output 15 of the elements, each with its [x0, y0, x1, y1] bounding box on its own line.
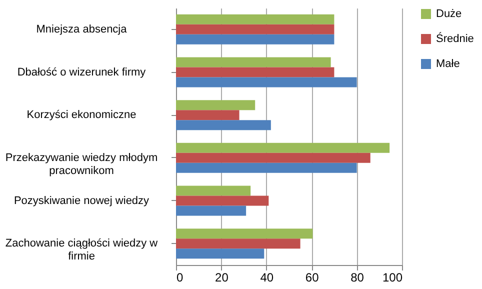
x-tick-label: 20: [215, 270, 229, 284]
y-tick-label: Korzyści ekonomiczne: [26, 109, 136, 122]
legend-label: Średnie: [436, 32, 474, 45]
x-tick-label: 60: [305, 270, 320, 284]
y-tick-label: Zachowanie ciągłości wiedzy w firmie: [5, 238, 158, 263]
y-tick-label: Przekazywanie wiedzy młodym pracownikom: [5, 152, 158, 177]
y-tick-label: Mniejsza absencja: [36, 23, 128, 36]
x-tick-label: 0: [176, 270, 184, 284]
y-tick-label: Dbałość o wizerunek firmy: [17, 66, 146, 78]
y-tick-label: Pozyskiwanie nowej wiedzy: [14, 194, 150, 207]
legend-label: Małe: [436, 58, 460, 70]
x-tick-label: 80: [350, 270, 364, 284]
x-tick-label: 40: [260, 270, 274, 284]
legend-label: Duże: [436, 8, 462, 20]
x-tick-label: 100: [382, 270, 403, 284]
